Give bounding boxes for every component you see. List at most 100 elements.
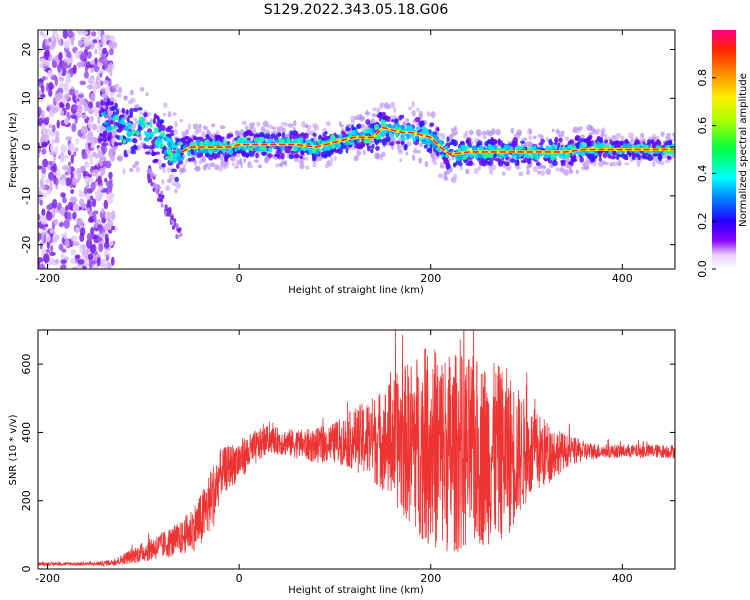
- spectrogram-tail-blob: [175, 223, 179, 229]
- spectrogram-noise-blob: [51, 106, 59, 114]
- spectrogram-noise-blob: [71, 196, 78, 203]
- spectrogram-noise-blob: [90, 143, 95, 149]
- spectrogram-halo-blob: [167, 167, 170, 173]
- spectrogram-halo-blob: [577, 126, 583, 131]
- spectrogram-mid-blob: [366, 129, 370, 135]
- spectrogram-band-blob: [400, 140, 405, 146]
- spectrogram-noise-blob: [60, 180, 67, 186]
- spectrogram-noise-blob: [63, 40, 71, 49]
- spectrogram-band-blob: [370, 148, 374, 154]
- spectrogram-noise-blob: [38, 165, 43, 170]
- spectrogram-mid-blob: [330, 134, 336, 141]
- spectrogram-band-blob: [117, 142, 123, 146]
- spectrogram-halo-blob: [399, 157, 403, 163]
- spectrogram-halo-blob: [437, 173, 444, 179]
- colorbar-tick-label: 0.0: [696, 260, 709, 278]
- spectrogram-halo-blob: [204, 163, 208, 168]
- spectrogram-halo-blob: [430, 152, 436, 160]
- spectrogram-halo-blob: [198, 123, 202, 129]
- spectrogram-noise-blob: [90, 195, 94, 201]
- spectrogram-halo-blob: [588, 132, 594, 137]
- spectrogram-x-tick-label: 0: [236, 272, 243, 285]
- spectrogram-band-blob: [597, 151, 602, 156]
- spectrogram-noise-blob: [41, 208, 46, 216]
- spectrogram-halo-blob: [640, 132, 645, 139]
- spectrogram-noise-blob: [88, 211, 93, 217]
- spectrogram-halo-blob: [207, 165, 212, 171]
- spectrogram-halo-blob: [424, 161, 429, 167]
- spectrogram-halo-blob: [518, 171, 524, 177]
- spectrogram-band-blob: [381, 111, 387, 117]
- spectrogram-noise-blob: [65, 72, 71, 83]
- spectrogram-band-blob: [255, 152, 259, 159]
- spectrogram-mid-blob: [533, 153, 540, 159]
- spectrogram-halo-blob: [595, 131, 600, 135]
- spectrogram-band-blob: [132, 107, 139, 112]
- spectrogram-noise-blob: [73, 151, 77, 157]
- spectrogram-mid-blob: [145, 133, 151, 138]
- spectrogram-noise-blob: [90, 67, 95, 74]
- spectrogram-noise-blob: [55, 172, 61, 177]
- spectrogram-mid-blob: [153, 130, 159, 134]
- spectrogram-mid-blob: [381, 119, 387, 127]
- spectrogram-noise-blob: [70, 258, 76, 264]
- spectrogram-band-blob: [562, 162, 566, 166]
- spectrogram-mid-blob: [569, 144, 573, 150]
- spectrogram-noise-blob: [41, 167, 47, 174]
- snr-y-ticks: 0 200 400 600: [20, 354, 675, 573]
- spectrogram-noise-blob: [57, 64, 62, 73]
- spectrogram-noise-blob: [72, 241, 80, 247]
- spectrogram-halo-blob: [220, 159, 225, 166]
- spectrogram-noise-blob: [60, 109, 65, 117]
- spectrogram-halo-blob: [583, 166, 590, 171]
- spectrogram-halo-blob: [397, 149, 404, 155]
- spectrogram-halo-blob: [174, 121, 178, 128]
- spectrogram-halo-blob: [430, 111, 436, 119]
- spectrogram-noise-blob: [44, 45, 50, 51]
- spectrogram-mid-blob: [558, 155, 565, 159]
- spectrogram-halo-blob: [490, 164, 497, 171]
- spectrogram-halo-blob: [275, 163, 280, 168]
- spectrogram-band-blob: [557, 142, 561, 149]
- spectrogram-band-blob: [509, 158, 516, 163]
- spectrogram-halo-blob: [540, 169, 546, 177]
- spectrogram-halo-blob: [187, 123, 191, 131]
- spectrogram-noise-blob: [67, 201, 73, 211]
- spectrogram-noise-blob: [77, 39, 83, 47]
- spectrogram-halo-blob: [482, 134, 487, 140]
- spectrogram-halo-blob: [616, 161, 622, 166]
- spectrogram-mid-blob: [412, 136, 417, 143]
- spectrogram-halo-blob: [243, 157, 247, 163]
- spectrogram-mid-blob: [171, 144, 177, 149]
- spectrogram-noise-blob: [82, 258, 89, 267]
- spectrogram-halo-blob: [568, 168, 573, 173]
- spectrogram-noise-blob: [45, 211, 53, 221]
- spectrogram-halo-blob: [327, 162, 333, 167]
- spectrogram-band-blob: [185, 140, 190, 146]
- spectrogram-halo-blob: [666, 132, 672, 137]
- spectrogram-band-blob: [299, 133, 304, 137]
- spectrogram-halo-blob: [292, 126, 296, 131]
- spectrogram-halo-blob: [516, 129, 522, 136]
- spectrogram-band-blob: [365, 118, 371, 125]
- spectrogram-noise-blob: [48, 123, 53, 128]
- spectrogram-band-blob: [536, 161, 541, 166]
- spectrogram-halo-blob: [181, 130, 187, 136]
- spectrogram-mid-blob: [107, 125, 113, 130]
- spectrogram-noise-blob: [65, 177, 72, 187]
- spectrogram-noise-blob: [61, 174, 67, 180]
- spectrogram-mid-blob: [202, 148, 209, 154]
- spectrogram-halo-blob: [417, 149, 421, 154]
- spectrogram-band-blob: [115, 108, 120, 116]
- spectrogram-noise-blob: [97, 42, 101, 50]
- spectrogram-halo-blob: [362, 149, 366, 156]
- spectrogram-mid-blob: [544, 155, 549, 159]
- spectrogram-mid-blob: [474, 153, 479, 160]
- spectrogram-mid-blob: [354, 130, 359, 137]
- spectrogram-noise-blob: [102, 47, 108, 55]
- spectrogram-noise-blob: [39, 199, 43, 206]
- spectrogram-band-blob: [384, 137, 391, 143]
- spectrogram-tail-blob: [149, 171, 153, 176]
- spectrogram-tail-blob: [147, 168, 151, 173]
- snr-x-ticks: -200 0 200 400: [35, 330, 633, 585]
